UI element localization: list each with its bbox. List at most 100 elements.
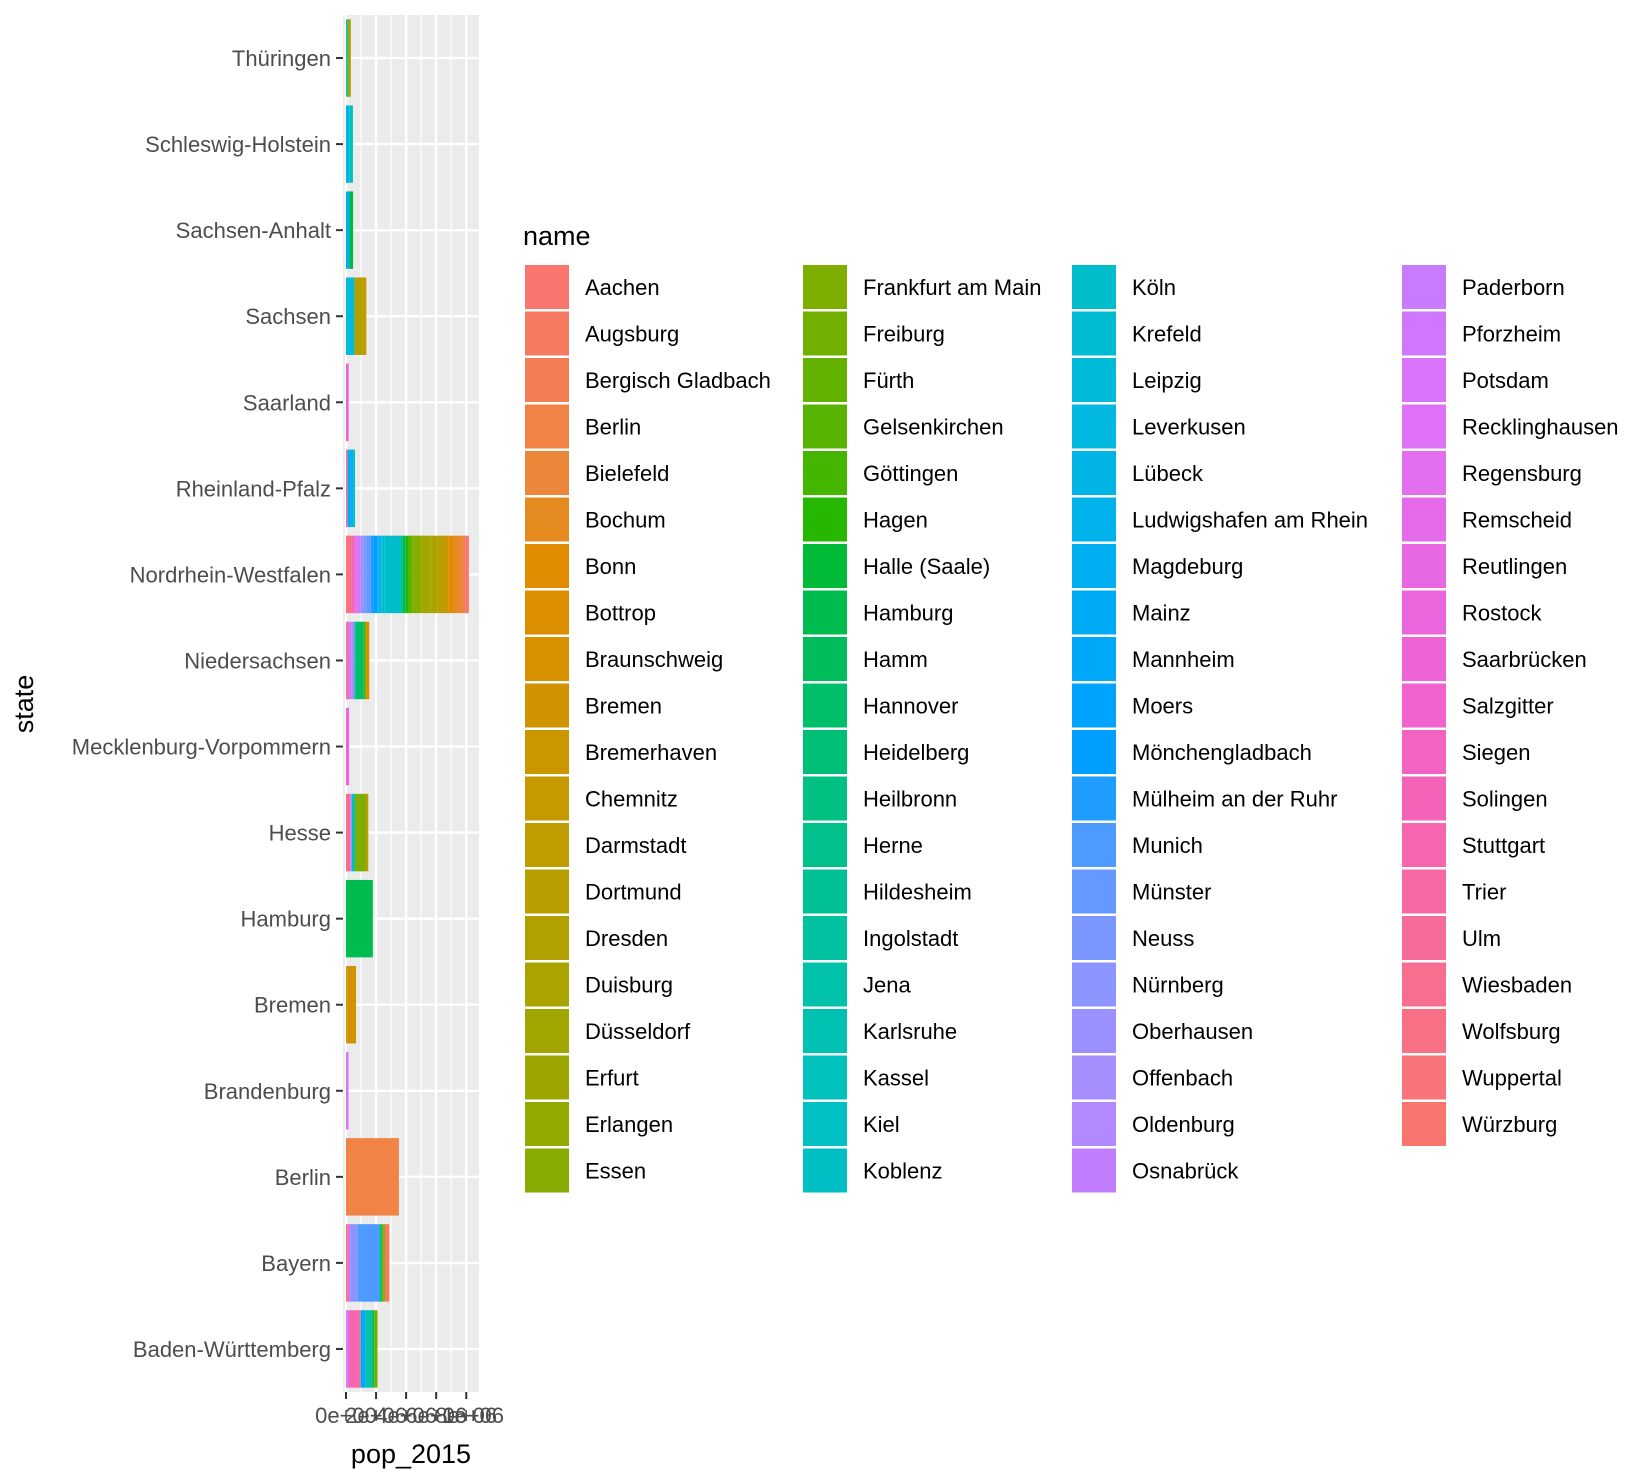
legend-key xyxy=(525,869,569,914)
bar-segment xyxy=(347,1310,350,1388)
legend-label: Moers xyxy=(1132,694,1193,719)
legend-label: Wolfsburg xyxy=(1462,1019,1561,1044)
y-tick-label: Sachsen-Anhalt xyxy=(176,218,331,243)
legend-label: Bremen xyxy=(585,694,662,719)
legend-key xyxy=(1402,265,1446,309)
grid-lines xyxy=(343,15,479,1392)
bars xyxy=(346,19,469,1388)
legend-label: Essen xyxy=(585,1159,646,1184)
legend-key xyxy=(525,497,569,542)
bar-segment xyxy=(405,535,409,614)
bar-segment xyxy=(347,965,357,1044)
bar-segment xyxy=(453,535,459,614)
bar-segment xyxy=(437,535,447,614)
y-tick-label: Sachsen xyxy=(245,304,331,329)
bar-segment xyxy=(383,1224,385,1302)
bar-segment xyxy=(458,535,464,614)
bar-segment xyxy=(448,535,454,614)
y-tick-label: Saarland xyxy=(243,390,331,415)
bar-segment xyxy=(381,1224,384,1302)
legend-title: name xyxy=(523,221,591,251)
bar-segment xyxy=(408,535,413,614)
bar-segment xyxy=(421,535,431,614)
legend-label: Karlsruhe xyxy=(863,1019,957,1044)
legend-key xyxy=(1402,776,1446,821)
bar-segment xyxy=(360,1310,366,1388)
bar-segment xyxy=(371,1310,375,1388)
x-tick-label: 1e+06 xyxy=(442,1403,504,1428)
bar-segment xyxy=(346,1224,348,1302)
legend-key xyxy=(1072,776,1116,821)
legend-key xyxy=(1402,1102,1446,1146)
legend-label: Kassel xyxy=(863,1066,929,1091)
bar-segment xyxy=(346,965,348,1044)
legend-label: Erlangen xyxy=(585,1112,673,1137)
bar-segment xyxy=(384,1224,390,1302)
y-tick-label: Nordrhein-Westfalen xyxy=(130,562,331,587)
bar-segment xyxy=(349,621,352,700)
legend-key xyxy=(803,451,847,495)
legend-label: Düsseldorf xyxy=(585,1019,691,1044)
legend-key xyxy=(803,1009,847,1053)
bar-segment xyxy=(354,621,356,700)
legend-label: Berlin xyxy=(585,415,641,440)
legend-key xyxy=(1402,823,1446,867)
bar-segment xyxy=(347,19,351,97)
bar-segment xyxy=(355,621,364,700)
legend-key xyxy=(1402,1009,1446,1053)
bar-segment xyxy=(365,621,370,700)
bar-segment xyxy=(347,1224,351,1302)
bar-segment xyxy=(363,621,366,700)
legend-key xyxy=(1072,1009,1116,1053)
legend-key xyxy=(1072,404,1116,449)
y-tick-label: Baden-Württemberg xyxy=(133,1337,331,1362)
legend-key xyxy=(803,823,847,867)
x-tick-label: 4e+06 xyxy=(375,1403,437,1428)
legend-label: Chemnitz xyxy=(585,787,678,812)
legend-key xyxy=(803,590,847,635)
bar-segment xyxy=(412,535,422,614)
legend-label: Mainz xyxy=(1132,601,1191,626)
legend-key xyxy=(803,776,847,821)
legend-label: Fürth xyxy=(863,368,914,393)
y-tick-label: Hesse xyxy=(269,821,331,846)
bar-segment xyxy=(354,793,366,872)
legend-label: Ludwigshafen am Rhein xyxy=(1132,508,1368,533)
bar-segment xyxy=(352,793,355,872)
bar-segment xyxy=(346,535,352,614)
legend-label: Ingolstadt xyxy=(863,926,958,951)
legend-key xyxy=(1072,451,1116,495)
legend-key xyxy=(525,590,569,635)
legend-key xyxy=(803,544,847,588)
legend-label: Braunschweig xyxy=(585,647,723,672)
legend-label: Heidelberg xyxy=(863,740,969,765)
bar-segment xyxy=(446,535,449,614)
bar-segment xyxy=(346,363,349,442)
legend-key xyxy=(1072,311,1116,356)
legend-key xyxy=(525,823,569,867)
legend-key xyxy=(803,1102,847,1146)
bar-segment xyxy=(358,1310,361,1388)
bar-segment xyxy=(378,535,382,614)
legend: Aachen Augsburg Bergisch Gladbach Berlin Bie… xyxy=(525,265,1619,1193)
legend-key xyxy=(1072,265,1116,309)
legend-key xyxy=(525,962,569,1007)
legend-key xyxy=(1402,637,1446,681)
legend-label: Gelsenkirchen xyxy=(863,415,1004,440)
legend-key xyxy=(1402,683,1446,728)
legend-key xyxy=(1072,730,1116,774)
legend-key xyxy=(1072,1055,1116,1100)
bar-segment xyxy=(400,535,403,614)
legend-key xyxy=(1402,916,1446,960)
legend-key xyxy=(1072,544,1116,588)
legend-key xyxy=(1402,1055,1446,1100)
legend-key xyxy=(803,1055,847,1100)
legend-key xyxy=(1072,916,1116,960)
legend-label: Offenbach xyxy=(1132,1066,1233,1091)
legend-key xyxy=(525,1102,569,1146)
legend-label: Munich xyxy=(1132,833,1203,858)
legend-label: Bottrop xyxy=(585,601,656,626)
bar-segment xyxy=(384,535,401,614)
bar-segment xyxy=(354,277,363,355)
